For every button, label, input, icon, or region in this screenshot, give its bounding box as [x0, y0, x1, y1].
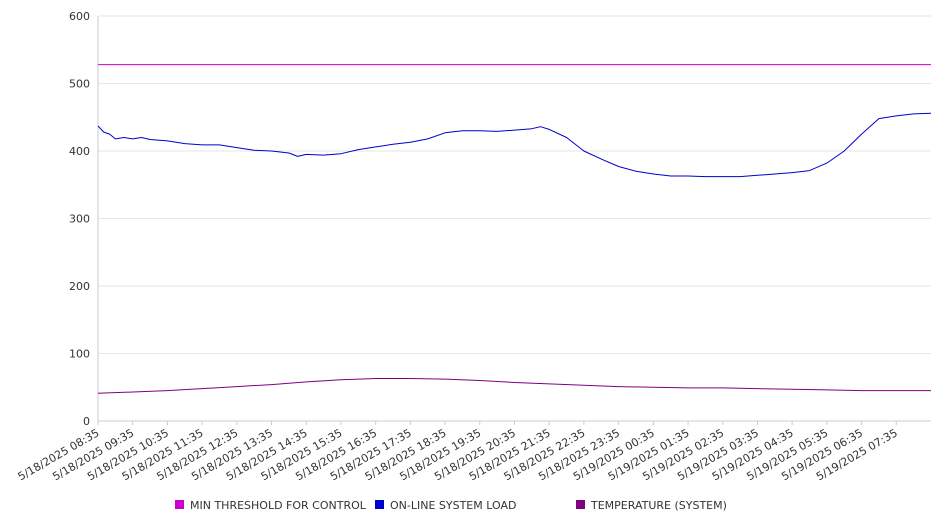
series-line-1: [97, 112, 932, 178]
legend-swatch: [175, 500, 184, 509]
legend-label: ON-LINE SYSTEM LOAD: [390, 499, 516, 512]
y-tick-label: 200: [69, 280, 90, 293]
legend-label: TEMPERATURE (SYSTEM): [590, 499, 727, 512]
y-tick-label: 100: [69, 348, 90, 361]
y-tick-label: 0: [83, 415, 90, 428]
legend: MIN THRESHOLD FOR CONTROL ON-LINE SYSTEM …: [175, 499, 727, 512]
grid-lines: [98, 15, 931, 354]
y-tick-label: 400: [69, 145, 90, 158]
series-lines: [97, 64, 932, 394]
series-line-2: [97, 378, 931, 394]
y-tick-label: 600: [69, 10, 90, 23]
legend-swatch: [576, 500, 585, 509]
legend-label: MIN THRESHOLD FOR CONTROL: [190, 499, 367, 512]
y-tick-label: 500: [69, 78, 90, 91]
legend-swatch: [375, 500, 384, 509]
y-tick-label: 300: [69, 213, 90, 226]
